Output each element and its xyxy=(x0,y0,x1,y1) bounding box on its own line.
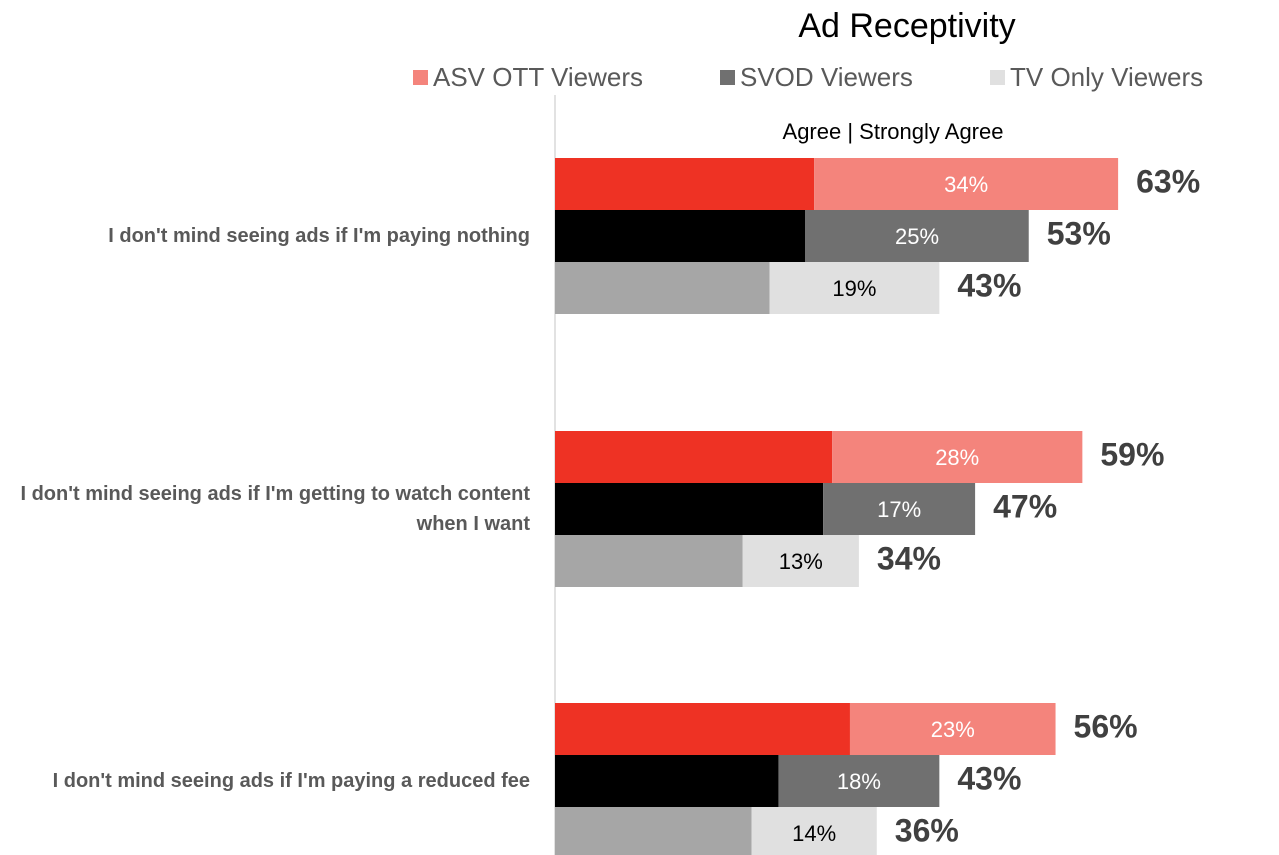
total-label: 34% xyxy=(877,540,941,576)
bar-agree xyxy=(555,210,806,262)
segment-label: 28% xyxy=(935,445,979,470)
total-label: 47% xyxy=(993,488,1057,524)
segment-label: 34% xyxy=(944,172,988,197)
bar-strongly-agree xyxy=(769,262,940,314)
category-label: I don't mind seeing ads if I'm getting t… xyxy=(20,483,530,535)
bar-strongly-agree xyxy=(823,483,976,535)
bar-strongly-agree xyxy=(805,210,1029,262)
total-label: 36% xyxy=(895,812,959,848)
legend-label: TV Only Viewers xyxy=(1010,62,1203,92)
bar-strongly-agree xyxy=(814,158,1119,210)
segment-label: 17% xyxy=(877,497,921,522)
segment-label: 23% xyxy=(931,717,975,742)
legend-swatch xyxy=(720,70,735,85)
total-label: 43% xyxy=(957,267,1021,303)
segment-label: 25% xyxy=(895,224,939,249)
bar-strongly-agree xyxy=(849,703,1056,755)
bar-strongly-agree xyxy=(751,807,877,855)
bar-strongly-agree xyxy=(742,535,859,587)
segment-label: 13% xyxy=(779,549,823,574)
total-label: 56% xyxy=(1074,708,1138,744)
bar-agree xyxy=(555,535,743,587)
legend-label: ASV OTT Viewers xyxy=(433,62,643,92)
bar-agree xyxy=(555,431,833,483)
bar-agree xyxy=(555,158,815,210)
bar-agree xyxy=(555,755,779,807)
total-label: 53% xyxy=(1047,215,1111,251)
legend-label: SVOD Viewers xyxy=(740,62,913,92)
chart-subtitle: Agree | Strongly Agree xyxy=(783,119,1004,144)
bar-agree xyxy=(555,483,824,535)
bar-agree xyxy=(555,703,850,755)
bar-agree xyxy=(555,262,770,314)
bar-agree xyxy=(555,807,752,855)
total-label: 63% xyxy=(1136,163,1200,199)
bar-strongly-agree xyxy=(832,431,1083,483)
segment-label: 19% xyxy=(832,276,876,301)
total-label: 43% xyxy=(957,760,1021,796)
category-label: I don't mind seeing ads if I'm paying a … xyxy=(52,770,530,792)
total-label: 59% xyxy=(1100,436,1164,472)
legend-swatch xyxy=(990,70,1005,85)
bar-strongly-agree xyxy=(778,755,940,807)
category-label: I don't mind seeing ads if I'm paying no… xyxy=(108,225,530,247)
segment-label: 14% xyxy=(792,821,836,846)
segment-label: 18% xyxy=(837,769,881,794)
chart-title: Ad Receptivity xyxy=(798,7,1015,45)
legend-swatch xyxy=(413,70,428,85)
